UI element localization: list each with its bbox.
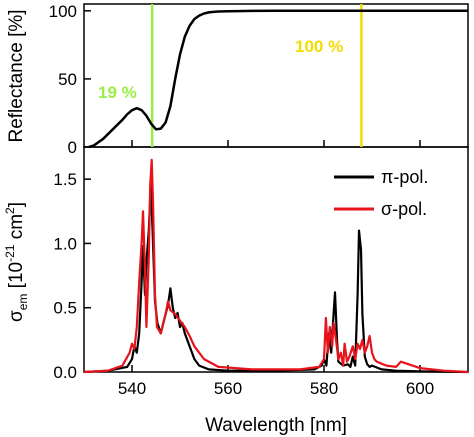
reflectance-line <box>88 9 468 149</box>
bottom-y-tick-label: 1.0 <box>53 234 77 253</box>
top-panel-frame <box>83 3 469 148</box>
bottom-x-tick-label: 580 <box>310 379 338 398</box>
ylabel-close: ] <box>6 202 27 207</box>
legend-label-sigma: σ-pol. <box>381 199 427 219</box>
ylabel-unit: cm <box>6 214 27 245</box>
bottom-x-tick-label: 600 <box>406 379 434 398</box>
bottom-y-tick-label: 1.5 <box>53 170 77 189</box>
top-y-axis-label: Reflectance [%] <box>6 9 27 142</box>
x-axis-label: Wavelength [nm] <box>205 415 347 436</box>
top-axis-ticks: 0 50 100 <box>49 2 421 157</box>
emission-series <box>83 158 469 374</box>
bottom-y-tick-label: 0.5 <box>53 299 77 318</box>
top-y-tick-label: 100 <box>49 2 77 21</box>
bottom-x-tick-label: 540 <box>118 379 146 398</box>
ylabel-rest: [10 <box>6 262 27 294</box>
annotation-100-percent: 100 % <box>295 37 343 56</box>
ylabel-exp2: 2 <box>3 207 17 214</box>
ylabel-sub: em <box>16 294 30 311</box>
ylabel-sigma: σ <box>6 310 27 322</box>
bottom-panel-frame <box>83 146 469 373</box>
top-y-tick-label: 50 <box>58 70 77 89</box>
ylabel-exp: -21 <box>3 244 17 262</box>
bottom-axis-ticks: 0.0 0.5 1.0 1.5 540 560 580 600 <box>53 170 434 398</box>
bottom-x-tick-label: 560 <box>214 379 242 398</box>
top-y-tick-label: 0 <box>68 138 77 157</box>
reflectance-series <box>88 9 468 149</box>
legend: π-pol. σ-pol. <box>334 167 428 219</box>
legend-label-pi: π-pol. <box>381 167 428 187</box>
bottom-y-axis-label: σem [10-21 cm2] <box>3 202 30 322</box>
bottom-y-tick-label: 0.0 <box>53 363 77 382</box>
annotation-19-percent: 19 % <box>98 83 137 102</box>
sigma-pol-line <box>83 158 469 374</box>
